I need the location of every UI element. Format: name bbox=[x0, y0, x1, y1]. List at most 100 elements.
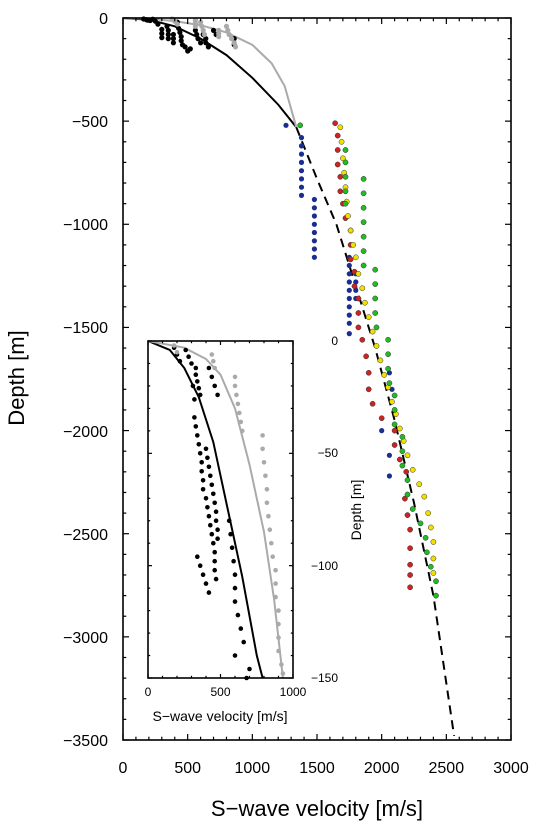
main-data-point bbox=[399, 433, 406, 440]
main-data-point bbox=[198, 40, 204, 46]
main-data-point bbox=[337, 173, 344, 180]
main-y-tick-label: −1500 bbox=[63, 320, 108, 337]
main-data-point bbox=[346, 331, 352, 337]
main-data-point bbox=[407, 584, 413, 591]
inset-data-point bbox=[240, 428, 245, 434]
inset-data-point bbox=[199, 469, 204, 474]
inset-data-point bbox=[195, 433, 200, 438]
main-data-point bbox=[342, 159, 349, 166]
main-data-point bbox=[362, 299, 368, 306]
main-data-point bbox=[182, 44, 188, 50]
main-data-point bbox=[407, 526, 413, 533]
main-data-point bbox=[345, 213, 351, 219]
inset-data-point bbox=[200, 572, 206, 577]
main-data-point bbox=[372, 281, 379, 287]
main-x-tick-label: 2000 bbox=[364, 760, 400, 777]
main-y-tick-label: 0 bbox=[99, 11, 108, 28]
main-data-point bbox=[407, 572, 413, 578]
main-data-point bbox=[346, 304, 352, 310]
main-data-point bbox=[360, 219, 367, 226]
main-data-point bbox=[342, 200, 349, 207]
main-data-point bbox=[194, 31, 200, 38]
inset-x-tick-label: 500 bbox=[210, 685, 230, 699]
main-data-point bbox=[283, 122, 289, 128]
inset-data-point bbox=[197, 392, 203, 398]
inset-data-point bbox=[205, 455, 210, 461]
main-data-point bbox=[399, 462, 406, 469]
main-data-point bbox=[421, 493, 428, 500]
inset-data-point bbox=[273, 594, 278, 600]
main-data-point bbox=[205, 44, 211, 50]
inset-data-point bbox=[192, 415, 197, 420]
inset-data-point bbox=[193, 372, 199, 378]
main-data-point bbox=[199, 23, 205, 29]
main-data-point bbox=[385, 336, 391, 343]
inset-data-point bbox=[232, 599, 238, 604]
main-data-point bbox=[365, 369, 372, 376]
main-data-point bbox=[359, 336, 366, 343]
main-data-point bbox=[346, 279, 352, 285]
inset-data-point bbox=[209, 352, 215, 357]
main-data-point bbox=[203, 36, 209, 42]
inset-data-point bbox=[267, 527, 273, 532]
main-data-point bbox=[232, 44, 239, 50]
main-data-point bbox=[347, 256, 354, 263]
main-data-point bbox=[360, 204, 367, 211]
main-data-point bbox=[381, 372, 388, 378]
main-data-point bbox=[373, 324, 380, 331]
main-data-point bbox=[360, 190, 367, 197]
main-data-point bbox=[386, 473, 392, 479]
inset-y-tick-label: −150 bbox=[311, 671, 338, 685]
main-data-point bbox=[346, 271, 352, 277]
main-data-point bbox=[223, 23, 230, 29]
inset-data-point bbox=[238, 419, 244, 425]
inset-data-point bbox=[193, 424, 199, 429]
main-data-point bbox=[177, 29, 183, 35]
main-data-point bbox=[178, 38, 184, 44]
main-y-axis-title: Depth [m] bbox=[4, 330, 29, 425]
main-data-point bbox=[360, 262, 367, 269]
inset-data-point bbox=[270, 554, 276, 559]
main-data-point bbox=[201, 31, 208, 38]
inset-data-point bbox=[206, 513, 212, 519]
main-data-point bbox=[311, 229, 317, 236]
main-data-point bbox=[372, 266, 379, 273]
main-data-point bbox=[385, 365, 391, 372]
main-y-tick-label: −3500 bbox=[63, 733, 108, 750]
inset-data-point bbox=[213, 576, 219, 582]
main-data-point bbox=[355, 295, 362, 302]
main-data-point bbox=[155, 21, 161, 27]
main-data-point bbox=[399, 448, 406, 455]
main-data-point bbox=[402, 495, 408, 502]
inset-data-point bbox=[212, 567, 217, 573]
main-y-tick-label: −3000 bbox=[63, 630, 108, 647]
inset-series-layer bbox=[147, 340, 286, 681]
inset-data-point bbox=[211, 358, 216, 364]
main-data-point bbox=[216, 34, 222, 40]
main-data-point bbox=[433, 578, 439, 585]
main-x-tick-label: 2500 bbox=[429, 760, 465, 777]
inset-data-point bbox=[193, 365, 199, 371]
inset-data-point bbox=[238, 626, 244, 631]
main-data-point bbox=[298, 168, 305, 174]
inset-data-point bbox=[200, 478, 206, 483]
inset-data-point bbox=[200, 487, 206, 492]
main-y-tick-label: −2500 bbox=[63, 527, 108, 544]
main-fit-curve bbox=[295, 126, 456, 737]
main-data-point bbox=[311, 254, 317, 260]
main-data-point bbox=[337, 188, 344, 195]
inset-x-tick-label: 0 bbox=[145, 685, 152, 699]
main-chart: 0 500 1000 1500 2000 2500 3000 0 −500 −1… bbox=[4, 11, 529, 821]
main-data-point bbox=[195, 36, 201, 42]
main-data-point bbox=[332, 120, 338, 127]
main-data-point bbox=[427, 563, 434, 570]
main-data-point bbox=[198, 19, 204, 25]
inset-data-point bbox=[261, 460, 267, 465]
inset-data-point bbox=[189, 361, 194, 366]
main-data-point bbox=[159, 35, 165, 41]
main-data-point bbox=[404, 452, 411, 459]
inset-fit-curve bbox=[147, 340, 284, 679]
main-data-point bbox=[176, 25, 182, 31]
inset-data-point bbox=[231, 558, 236, 564]
main-data-point bbox=[342, 188, 349, 195]
